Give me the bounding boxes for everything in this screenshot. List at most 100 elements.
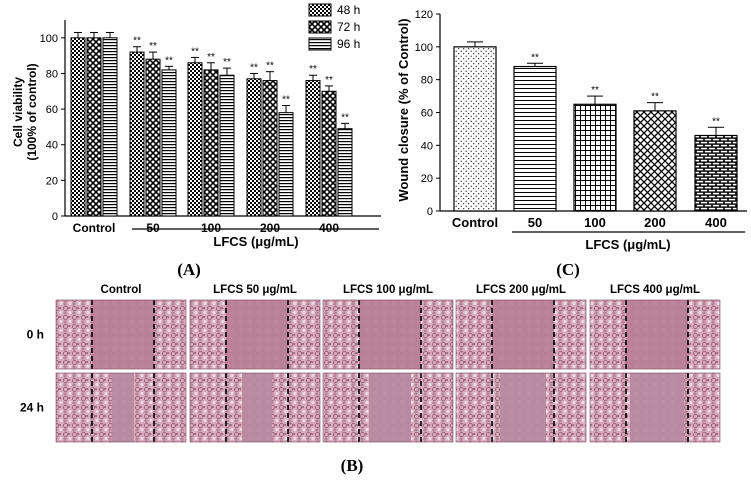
chart-a-x-tick-label: 100 — [201, 221, 221, 235]
chart-a-bar-72h-200 — [262, 80, 278, 217]
micrograph-column-label: LFCS 50 μg/mL — [213, 284, 297, 296]
chart-c-bar-200 — [633, 110, 677, 212]
chart-c-x-tick-label: 100 — [584, 215, 606, 230]
micrograph-scratch-area — [112, 373, 134, 442]
chart-a-y-tick-label: 60 — [46, 104, 58, 116]
chart-c-xlabel: LFCS (μg/mL) — [585, 237, 670, 252]
chart-a-y-tick-label: 0 — [52, 211, 58, 223]
chart-a-legend-swatch — [308, 37, 332, 51]
chart-a-ylabel-line1: Cell viability — [11, 77, 25, 147]
micrograph-tile — [55, 372, 187, 443]
micrograph-scratch-area — [626, 300, 688, 369]
chart-a-y-tick-label: 100 — [40, 33, 58, 45]
panel-label-c: (C) — [556, 260, 580, 279]
chart-a-significance: ** — [325, 75, 333, 86]
micrograph-scratch-area — [630, 373, 684, 442]
micrograph-tile — [589, 299, 721, 370]
chart-a-x-tick-label: 50 — [146, 221, 160, 235]
chart-a-legend: 48 h 72 h 96 h — [308, 3, 360, 51]
chart-c-x-tick-label: Control — [452, 215, 498, 230]
micrograph-frame — [55, 372, 187, 443]
chart-c-y-tick-label: 0 — [427, 206, 433, 218]
chart-a-significance: ** — [165, 55, 173, 66]
chart-c-y-tick-label: 60 — [421, 108, 433, 120]
chart-a-bar-96h-200 — [278, 112, 294, 217]
chart-c-x-tick-label: 400 — [705, 215, 727, 230]
micrograph-tile — [322, 372, 454, 443]
micrograph-column-label: LFCS 200 μg/mL — [476, 284, 566, 296]
chart-c-y-tick-label: 80 — [421, 75, 433, 87]
chart-a-ylabel-line2: (100% of control) — [25, 63, 39, 160]
micrograph-frame — [455, 372, 587, 443]
chart-c-bar-Control — [453, 46, 497, 212]
micrograph-grid: Control LFCS 50 μg/mL LFCS 100 μg/mL LFCS 2… — [20, 284, 721, 443]
chart-a-significance: ** — [133, 36, 141, 47]
panel-c-letter: C — [562, 260, 574, 279]
chart-a-bar-96h-100 — [219, 74, 235, 217]
micrograph-row-label: 0 h — [27, 328, 44, 342]
micrograph-scratch-area — [242, 373, 272, 442]
chart-c-significance: ** — [531, 52, 539, 63]
micrograph-column-label: LFCS 100 μg/mL — [343, 284, 433, 296]
chart-a-legend-label: 48 h — [337, 3, 360, 17]
chart-a-legend-label: 72 h — [337, 20, 360, 34]
chart-a-x-tick-label: 400 — [319, 221, 339, 235]
chart-a-significance: ** — [149, 41, 157, 52]
micrograph-scratch-area — [369, 373, 411, 442]
chart-a-bars: ** ** ** ** ** ** ** ** ** ** ** ** — [70, 31, 353, 217]
chart-a: Cell viability (100% of control) 0 20 40 60… — [11, 3, 381, 279]
micrograph-column-label: LFCS 400 μg/mL — [610, 284, 700, 296]
chart-a-xlabel: LFCS (μg/mL) — [213, 234, 298, 249]
micrograph-tile — [589, 372, 721, 443]
chart-a-legend-swatch — [308, 20, 332, 34]
chart-a-y-tick-label: 80 — [46, 68, 58, 80]
chart-a-bar-96h-50 — [161, 69, 177, 217]
chart-a-bar-48h-100 — [187, 62, 203, 217]
chart-a-legend-label: 96 h — [337, 37, 360, 51]
chart-a-bar-48h-200 — [246, 78, 262, 217]
chart-a-bar-72h-400 — [321, 90, 337, 217]
chart-a-y-tick-label: 40 — [46, 140, 58, 152]
chart-c-bars: ** ** ** ** — [453, 41, 738, 212]
chart-a-bar-48h-Control — [70, 37, 86, 217]
micrograph-frame — [589, 372, 721, 443]
chart-a-x-tick-label: 200 — [260, 221, 280, 235]
chart-a-bar-72h-50 — [145, 58, 161, 217]
chart-a-bar-96h-400 — [337, 128, 353, 217]
chart-c-bar-50 — [513, 65, 557, 212]
chart-a-significance: ** — [223, 57, 231, 68]
micrograph-tile — [322, 299, 454, 370]
chart-c-bar-100 — [573, 103, 617, 212]
chart-a-x-tick-label: Control — [73, 221, 116, 235]
chart-a-significance: ** — [341, 112, 349, 123]
micrograph-tile — [55, 299, 187, 370]
micrograph-scratch-area — [500, 373, 546, 442]
chart-c-significance: ** — [712, 116, 720, 127]
micrograph-tile — [455, 299, 587, 370]
micrograph-tile — [455, 372, 587, 443]
panel-label-b: (B) — [341, 456, 364, 475]
chart-c-y-tick-label: 40 — [421, 140, 433, 152]
chart-c-significance: ** — [651, 92, 659, 103]
chart-a-bar-72h-100 — [203, 69, 219, 217]
micrograph-scratch-area — [359, 300, 421, 369]
panel-label-a: (A) — [177, 260, 201, 279]
micrograph-scratch-area — [92, 300, 154, 369]
chart-a-significance: ** — [266, 61, 274, 72]
chart-a-axes: 0 20 40 60 80 100 Control 50 100 200 400 — [40, 20, 381, 235]
panel-a-letter: A — [183, 260, 196, 279]
chart-a-legend-swatch — [308, 3, 332, 17]
chart-c-x-tick-label: 50 — [528, 215, 542, 230]
micrograph-scratch-area — [492, 300, 554, 369]
chart-a-bar-96h-Control — [102, 37, 118, 217]
chart-c-y-tick-label: 20 — [421, 173, 433, 185]
chart-a-significance: ** — [191, 46, 199, 57]
micrograph-scratch-area — [226, 300, 288, 369]
chart-c: Wound closure (% of Control) 0 20 40 60 80 10… — [396, 9, 747, 279]
chart-a-significance: ** — [282, 95, 290, 106]
chart-a-significance: ** — [207, 52, 215, 63]
micrograph-tile — [189, 372, 321, 443]
micrograph-tile — [189, 299, 321, 370]
micrograph-frame — [189, 372, 321, 443]
